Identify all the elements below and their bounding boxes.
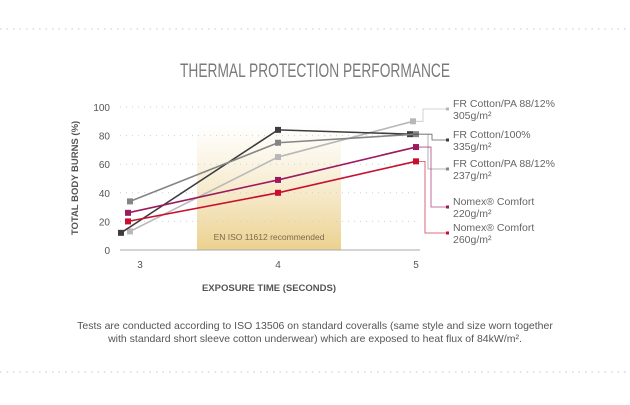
legend-weight: 305g/m² [453, 110, 492, 122]
legend-name: FR Cotton/100% [453, 129, 531, 141]
data-point [275, 126, 281, 133]
footnote-line-2: with standard short sleeve cotton underw… [107, 333, 522, 345]
data-point [413, 144, 419, 151]
x-tick-label: 3 [137, 260, 143, 271]
data-point [118, 229, 124, 236]
data-point [275, 154, 281, 161]
data-point [127, 228, 133, 235]
y-tick-label: 20 [99, 217, 111, 228]
legend-weight: 260g/m² [453, 234, 492, 246]
legend-name: FR Cotton/PA 88/12% [453, 98, 555, 110]
y-tick-label: 100 [93, 103, 110, 114]
y-axis-label: TOTAL BODY BURNS (%) [70, 121, 81, 235]
x-tick-label: 4 [275, 260, 281, 271]
legend-name: Nomex® Comfort [453, 222, 534, 234]
legend-marker [446, 107, 449, 111]
legend-marker [446, 138, 449, 142]
legend-marker [446, 205, 449, 209]
legend-weight: 220g/m² [453, 208, 492, 220]
data-point [410, 118, 416, 125]
legend-marker [446, 167, 449, 171]
y-tick-label: 80 [99, 132, 111, 143]
x-tick-label: 5 [413, 260, 419, 271]
data-point [275, 189, 281, 196]
legend-connector [416, 108, 447, 122]
legend-connector [419, 146, 447, 208]
legend-name: FR Cotton/PA 88/12% [453, 158, 555, 170]
legend-weight: 335g/m² [453, 141, 492, 153]
legend-marker [446, 231, 449, 235]
legend-weight: 237g/m² [453, 170, 492, 182]
band-label: EN ISO 11612 recommended [214, 232, 325, 242]
data-point [127, 198, 133, 205]
footnote-line-1: Tests are conducted according to ISO 135… [77, 320, 553, 332]
y-tick-label: 0 [104, 246, 110, 257]
data-point [275, 176, 281, 183]
data-point [125, 209, 131, 216]
y-tick-label: 40 [99, 189, 111, 200]
legend-name: Nomex® Comfort [453, 196, 534, 208]
x-axis-label: EXPOSURE TIME (SECONDS) [202, 283, 336, 294]
chart-title: THERMAL PROTECTION PERFORMANCE [180, 61, 450, 82]
data-point [275, 139, 281, 146]
y-tick-label: 60 [99, 160, 111, 171]
legend-connector [419, 160, 447, 234]
data-point [125, 218, 131, 225]
data-point [413, 158, 419, 165]
legend-connector [419, 133, 447, 170]
